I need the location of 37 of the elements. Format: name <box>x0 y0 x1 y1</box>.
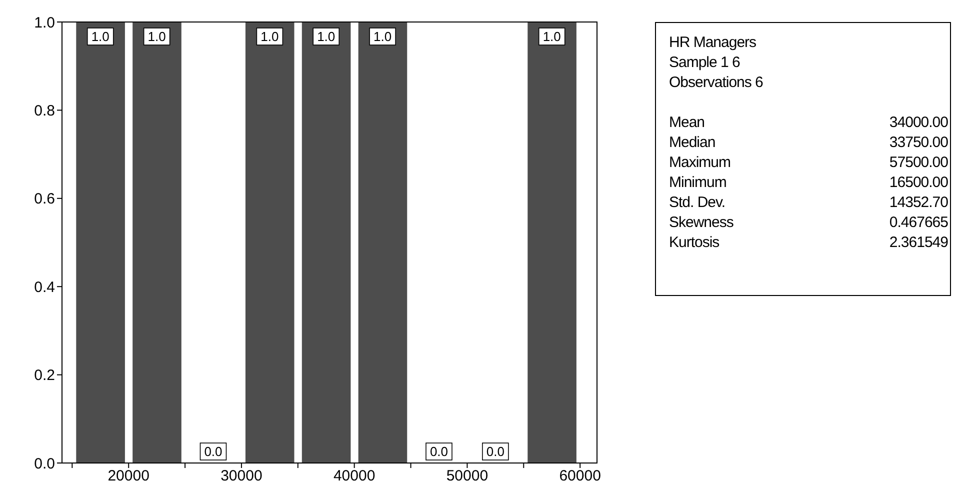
data-label: 14352.70 <box>889 193 948 213</box>
text: HR Managers <box>669 33 758 53</box>
data-label: 1.0 <box>91 29 110 44</box>
category-label: Mean <box>669 113 705 133</box>
x-tick-label: 20000 <box>108 468 150 485</box>
data-label: 34000.00 <box>889 113 948 133</box>
x-tick-label: 40000 <box>333 468 376 485</box>
data-label: 57500.00 <box>889 153 948 173</box>
y-tick-label: 0.0 <box>34 455 55 472</box>
data-label: 16500.00 <box>889 173 948 193</box>
category-label: Median <box>669 133 716 153</box>
data-label: 0.0 <box>486 444 504 459</box>
data-label: 1.0 <box>317 29 336 44</box>
category-label: Maximum <box>669 153 731 173</box>
data-label: 2.361549 <box>889 233 948 253</box>
category-label: Std. Dev. <box>669 193 726 213</box>
y-tick-label: 0.2 <box>34 367 55 384</box>
x-tick-label: 30000 <box>220 468 262 485</box>
data-label: 1.0 <box>374 29 392 44</box>
y-tick-label: 0.4 <box>34 278 55 296</box>
x-tick-label: 50000 <box>446 468 488 485</box>
y-tick-label: 0.8 <box>34 102 55 120</box>
data-label: 1.0 <box>260 29 279 44</box>
text: Sample 1 6 <box>669 53 741 73</box>
data-label: 33750.00 <box>889 133 948 153</box>
data-label: 0.0 <box>430 444 448 459</box>
y-tick-label: 0.6 <box>34 190 55 208</box>
text: Observations 6 <box>669 73 764 93</box>
data-label: 1.0 <box>148 29 166 44</box>
data-label: 1.0 <box>542 29 561 44</box>
x-tick-label: 60000 <box>559 468 601 485</box>
category-label: Skewness <box>669 213 734 233</box>
category-label: Minimum <box>669 173 726 193</box>
category-label: Kurtosis <box>669 233 720 253</box>
y-tick-label: 1.0 <box>34 14 55 32</box>
data-label: 0.467665 <box>889 213 948 233</box>
data-label: 0.0 <box>204 444 222 459</box>
